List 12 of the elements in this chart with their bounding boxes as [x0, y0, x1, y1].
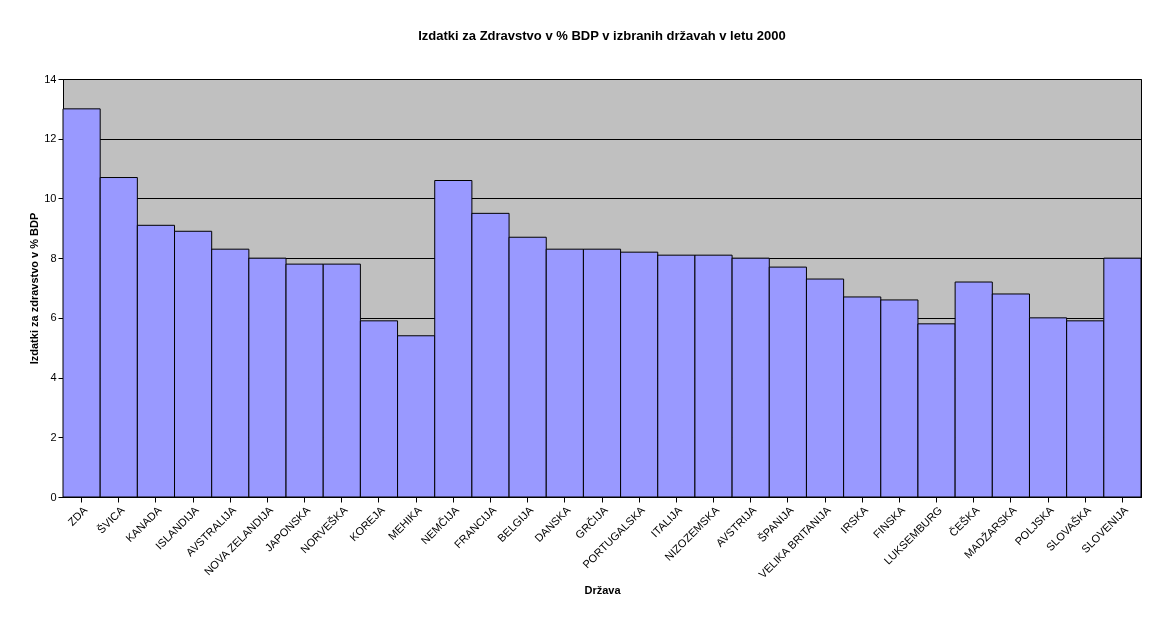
y-tick-label: 6 — [50, 311, 57, 324]
y-tick-label: 14 — [44, 72, 57, 85]
y-tick-label: 12 — [44, 132, 57, 145]
y-axis-title: Izdatki za zdravstvo v % BDP — [28, 212, 41, 365]
x-axis-title: Država — [584, 583, 622, 596]
y-tick-label: 8 — [50, 251, 57, 264]
y-tick-label: 0 — [50, 490, 57, 503]
chart-title: Izdatki za Zdravstvo v % BDP v izbranih državah v letu 2000 — [418, 28, 786, 43]
x-tick-label: ZDA — [65, 503, 90, 528]
y-tick-label: 4 — [50, 371, 57, 384]
y-tick-label: 2 — [50, 430, 57, 443]
y-tick-label: 10 — [44, 191, 57, 204]
